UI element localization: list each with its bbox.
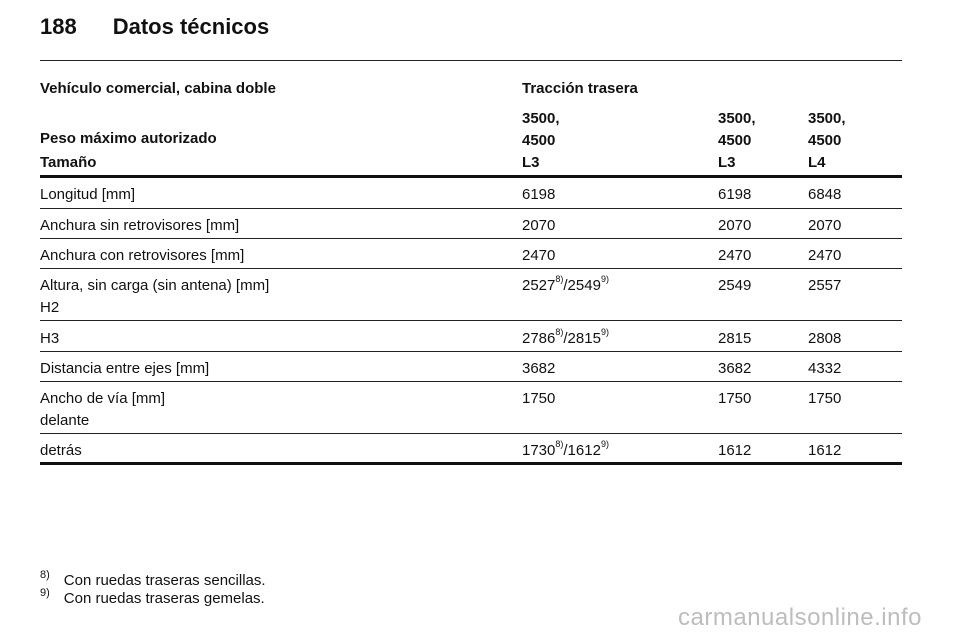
row-value: 1750 — [808, 390, 842, 407]
table-header-rule — [40, 175, 902, 178]
row-label-wheelbase: Distancia entre ejes [mm] — [40, 360, 210, 377]
row-divider — [40, 351, 902, 352]
row-value: 3682 — [718, 360, 752, 377]
row-value: 6198 — [718, 186, 752, 203]
size-col-3: L4 — [808, 154, 826, 171]
row-divider — [40, 268, 902, 269]
row-value: 2557 — [808, 277, 842, 294]
row-value: 2070 — [808, 217, 842, 234]
header-rule — [40, 60, 902, 61]
row-value: 6198 — [522, 186, 556, 203]
watermark: carmanualsonline.info — [678, 604, 922, 631]
row-value: 2808 — [808, 330, 842, 347]
row-divider — [40, 238, 902, 239]
row-divider — [40, 381, 902, 382]
weight-col-3: 3500, 4500 — [808, 110, 846, 149]
row-value: 1750 — [718, 390, 752, 407]
footnote: 9) Con ruedas traseras gemelas. — [40, 587, 265, 607]
page-title: Datos técnicos — [112, 14, 270, 39]
row-sublabel-h2: H2 — [40, 299, 60, 316]
row-value: 2815 — [718, 330, 752, 347]
table-bottom-rule — [40, 462, 902, 465]
row-label-length: Longitud [mm] — [40, 186, 136, 203]
row-value: 4332 — [808, 360, 842, 377]
row-value: 3682 — [522, 360, 556, 377]
row-label-width-with-mirrors: Anchura con retrovisores [mm] — [40, 247, 245, 264]
row-value: 2549 — [718, 277, 752, 294]
page-header: 188 Datos técnicos — [40, 14, 269, 40]
row-value: 1612 — [808, 442, 842, 459]
row-divider — [40, 208, 902, 209]
size-label: Tamaño — [40, 154, 97, 171]
row-label-rear: detrás — [40, 442, 82, 459]
row-sublabel-front: delante — [40, 412, 90, 429]
weight-col-1: 3500, 4500 — [522, 110, 560, 149]
row-value: 6848 — [808, 186, 842, 203]
weight-label: Peso máximo autorizado — [40, 130, 217, 147]
size-col-1: L3 — [522, 154, 540, 171]
row-label-track-width: Ancho de vía [mm] — [40, 390, 166, 407]
row-value: 1612 — [718, 442, 752, 459]
row-value: 2070 — [718, 217, 752, 234]
row-value: 2470 — [522, 247, 556, 264]
row-divider — [40, 433, 902, 434]
size-col-2: L3 — [718, 154, 736, 171]
row-value: 2470 — [718, 247, 752, 264]
row-divider — [40, 320, 902, 321]
row-value-with-notes: 27868)/28159) — [522, 327, 609, 347]
page-number: 188 — [40, 14, 77, 39]
row-value-with-notes: 25278)/25499) — [522, 274, 609, 294]
traction-label: Tracción trasera — [522, 80, 638, 97]
row-label-height: Altura, sin carga (sin antena) [mm] — [40, 277, 270, 294]
vehicle-label: Vehículo comercial, cabina doble — [40, 80, 276, 97]
row-value: 1750 — [522, 390, 556, 407]
row-label-h3: H3 — [40, 330, 60, 347]
row-value: 2470 — [808, 247, 842, 264]
row-value: 2070 — [522, 217, 556, 234]
row-label-width-without-mirrors: Anchura sin retrovisores [mm] — [40, 217, 240, 234]
row-value-with-notes: 17308)/16129) — [522, 439, 609, 459]
footnote: 8) Con ruedas traseras sencillas. — [40, 569, 266, 589]
weight-col-2: 3500, 4500 — [718, 110, 756, 149]
